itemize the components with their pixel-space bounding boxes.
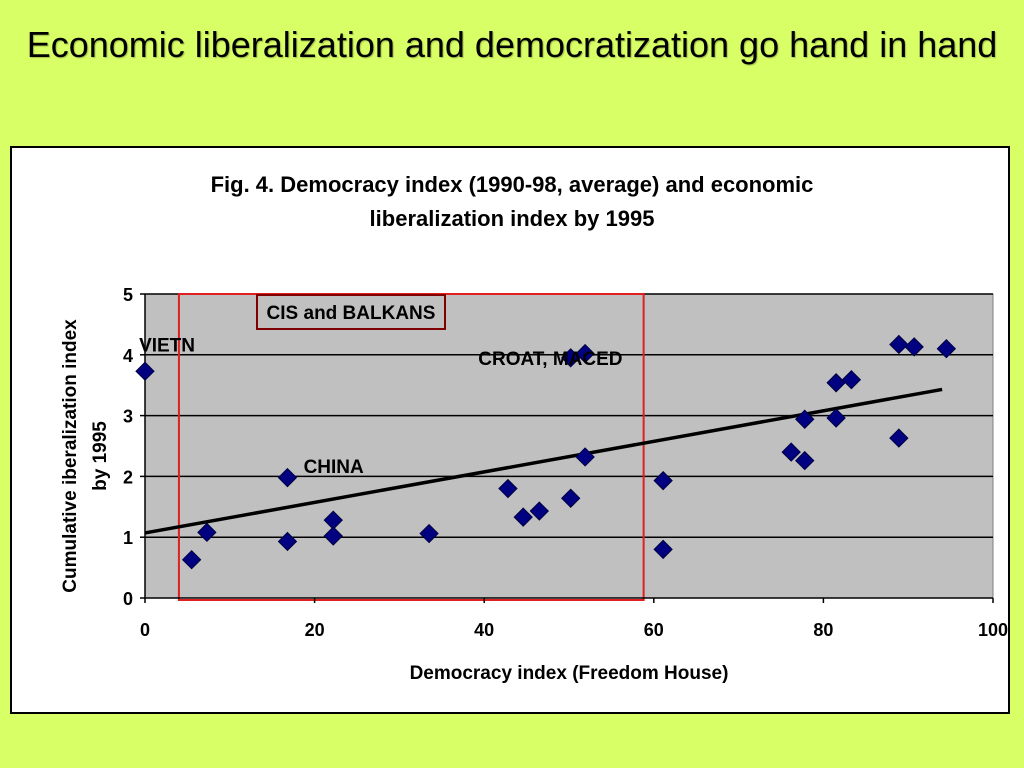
data-point: [653, 470, 673, 491]
trendline: [144, 387, 943, 535]
data-point: [277, 467, 298, 488]
annotations: VIETN CHINA CROAT, MACED CIS and BALKANS: [139, 294, 623, 478]
y-tick-label: 4: [123, 346, 133, 366]
y-tick-label: 2: [123, 467, 133, 487]
x-tick-label: 0: [140, 620, 150, 640]
data-point: [197, 522, 217, 543]
y-tick-label: 5: [123, 285, 133, 305]
boxed-label-text: CIS and BALKANS: [267, 303, 436, 324]
axis-labels: Democracy index (Freedom House) Cumulativ…: [60, 319, 728, 684]
annotation-label: CROAT, MACED: [478, 349, 622, 370]
data-point: [529, 501, 550, 521]
data-points: [135, 334, 957, 570]
x-tick-label: 20: [305, 620, 325, 640]
data-point: [889, 334, 909, 355]
slide-title-text: Economic liberalization and democratizat…: [26, 24, 998, 65]
annotation-label: CHINA: [304, 457, 364, 478]
y-tick-label: 0: [123, 589, 133, 609]
chart-title-line: liberalization index by 1995: [370, 206, 655, 231]
data-point: [795, 409, 815, 429]
x-axis-label: Democracy index (Freedom House): [410, 663, 729, 684]
y-axis-label-line: Cumulative iberalization index: [60, 319, 81, 593]
annotation-label: VIETN: [139, 335, 195, 356]
chart-title-line: Fig. 4. Democracy index (1990-98, averag…: [211, 172, 814, 197]
plot-area: [144, 293, 994, 599]
scatter-chart: Fig. 4. Democracy index (1990-98, averag…: [60, 172, 1008, 684]
y-tick-label: 1: [123, 528, 133, 548]
data-point: [575, 447, 595, 467]
data-point: [826, 408, 846, 428]
data-point: [575, 343, 595, 364]
y-axis-label-line: by 1995: [90, 421, 111, 491]
data-point: [889, 428, 909, 448]
data-point: [513, 507, 533, 527]
y-tick-label: 3: [123, 407, 133, 427]
data-point: [135, 361, 155, 381]
data-point: [419, 523, 439, 544]
data-point: [781, 442, 801, 462]
data-point: [653, 539, 673, 560]
x-tick-label: 40: [474, 620, 494, 640]
data-point: [323, 526, 343, 546]
slide-title: Economic liberalization and democratizat…: [0, 22, 1024, 68]
chart-title: Fig. 4. Democracy index (1990-98, averag…: [211, 172, 814, 231]
data-point: [181, 549, 202, 570]
data-point: [498, 478, 518, 499]
data-point: [277, 531, 298, 552]
data-point: [936, 339, 957, 359]
data-point: [795, 450, 815, 471]
data-point: [904, 337, 924, 357]
x-tick-label: 80: [813, 620, 833, 640]
x-tick-label: 100: [978, 620, 1008, 640]
x-tick-label: 60: [644, 620, 664, 640]
trendline-path: [144, 387, 943, 535]
axes: 0 1 2 3 4 5 0 20 40 60 80 100: [123, 285, 1008, 640]
chart-frame: Fig. 4. Democracy index (1990-98, averag…: [10, 146, 1010, 714]
data-point: [841, 370, 862, 390]
data-point: [560, 488, 581, 508]
boxed-label-frame: [256, 294, 446, 330]
